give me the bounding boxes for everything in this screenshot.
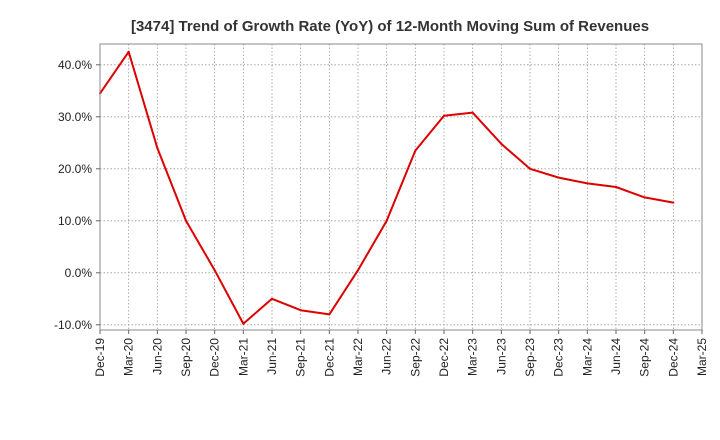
data-point	[299, 309, 302, 312]
x-tick-label: Jun-24	[609, 338, 623, 375]
data-point	[414, 149, 417, 152]
y-tick-label: 20.0%	[58, 162, 92, 176]
x-tick-label: Mar-25	[695, 338, 709, 376]
x-tick-label: Sep-24	[638, 338, 652, 377]
x-tick-label: Jun-21	[265, 338, 279, 375]
plot-area-frame	[99, 43, 703, 331]
data-point	[328, 313, 331, 316]
y-axis-ticks: -10.0% 0.0% 10.0% 20.0% 30.0% 40.0%	[54, 58, 100, 332]
data-point	[443, 114, 445, 117]
data-point	[385, 219, 388, 222]
y-tick-label: 10.0%	[58, 214, 92, 228]
data-point	[242, 322, 245, 325]
x-tick-label: Sep-23	[523, 338, 537, 377]
data-point	[213, 269, 216, 272]
x-tick-label: Jun-23	[494, 338, 508, 375]
chart-title: [3474] Trend of Growth Rate (YoY) of 12-…	[131, 18, 649, 35]
x-tick-label: Dec-20	[208, 338, 222, 377]
x-tick-label: Jun-22	[380, 338, 394, 375]
x-tick-label: Dec-24	[666, 338, 680, 377]
data-point	[529, 167, 531, 170]
x-tick-label: Dec-21	[322, 338, 336, 377]
data-point	[500, 142, 503, 145]
x-tick-label: Mar-24	[580, 338, 594, 376]
x-tick-label: Jun-20	[150, 338, 164, 375]
x-tick-label: Mar-20	[122, 338, 136, 376]
x-tick-label: Dec-19	[93, 338, 107, 377]
x-tick-label: Sep-22	[408, 338, 422, 377]
y-tick-label: 0.0%	[65, 266, 93, 280]
x-tick-label: Mar-22	[351, 338, 365, 376]
x-tick-label: Sep-21	[294, 338, 308, 377]
y-tick-label: -10.0%	[54, 318, 92, 332]
data-point	[557, 176, 560, 179]
data-point	[586, 182, 589, 185]
data-point	[672, 201, 675, 204]
data-point	[615, 186, 617, 188]
data-point	[471, 111, 474, 114]
x-tick-label: Mar-23	[466, 338, 480, 376]
x-tick-label: Dec-22	[437, 338, 451, 377]
x-axis-ticks: Dec-19 Mar-20 Jun-20 Sep-20 Dec-20 Mar-21 Jun-…	[93, 330, 709, 377]
y-tick-label: 40.0%	[58, 58, 92, 72]
data-point	[643, 196, 646, 199]
x-tick-label: Dec-23	[552, 338, 566, 377]
y-tick-label: 30.0%	[58, 110, 92, 124]
x-tick-label: Sep-20	[179, 338, 193, 377]
data-point	[156, 147, 159, 149]
data-point	[127, 50, 130, 53]
data-point	[271, 297, 273, 300]
data-point	[357, 269, 359, 272]
grid	[99, 44, 703, 330]
data-point	[185, 219, 187, 222]
x-tick-label: Mar-21	[236, 338, 250, 376]
